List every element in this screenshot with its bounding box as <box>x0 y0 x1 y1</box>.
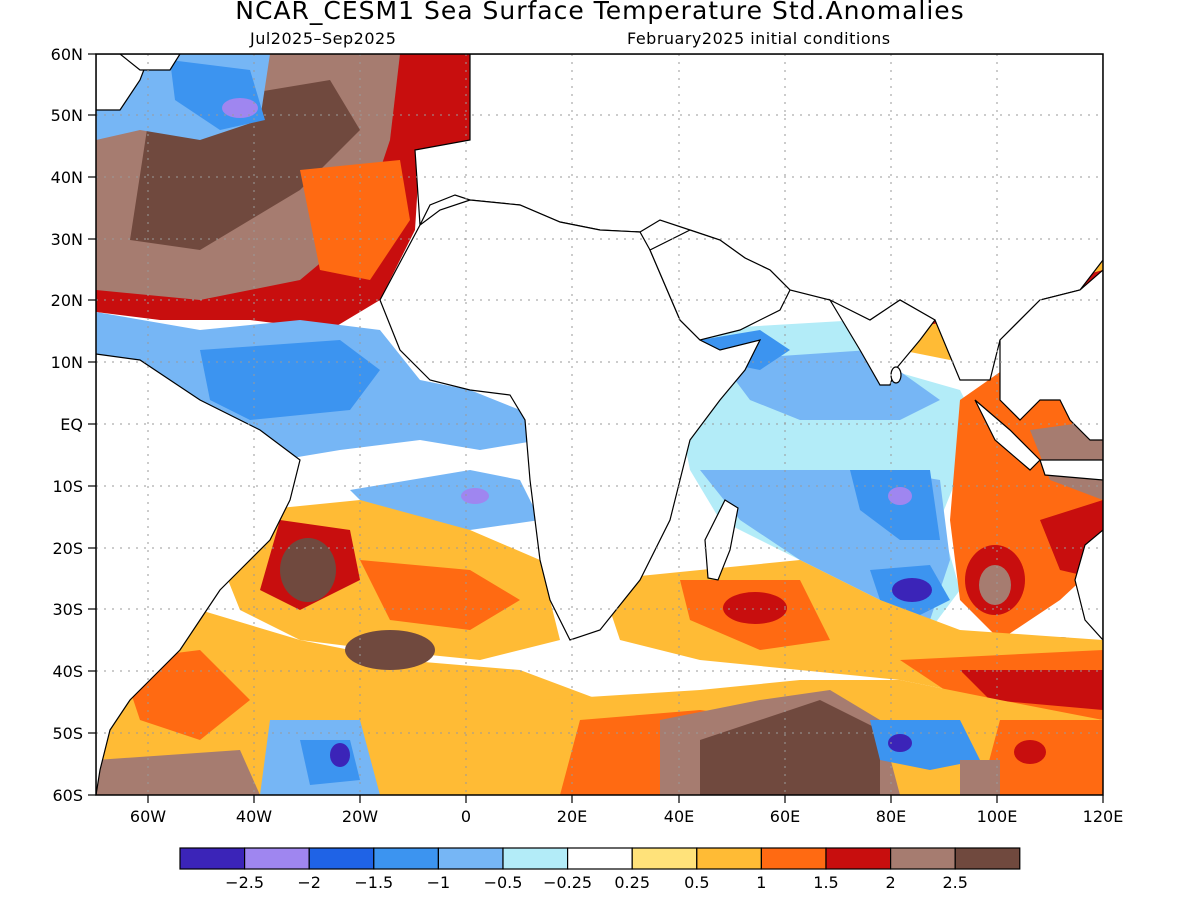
lat-label: 50S <box>52 724 83 743</box>
graticule <box>96 54 1103 795</box>
lat-label: 60N <box>51 45 83 64</box>
lat-label: EQ <box>60 415 83 434</box>
colorbar-swatch <box>502 847 569 870</box>
lon-label: 80E <box>876 807 906 826</box>
colorbar-label: 2.5 <box>942 873 967 892</box>
colorbar-label: −1 <box>427 873 451 892</box>
colorbar-swatch <box>308 847 375 870</box>
lat-label: 20N <box>51 291 83 310</box>
lon-label: 40W <box>236 807 272 826</box>
lat-label: 10S <box>52 477 83 496</box>
lon-label: 20E <box>557 807 587 826</box>
colorbar-swatch <box>566 847 633 870</box>
colorbar-swatch <box>631 847 698 870</box>
colorbar-label: −1.5 <box>354 873 393 892</box>
colorbar-label: 0.5 <box>684 873 709 892</box>
map-title: NCAR_CESM1 Sea Surface Temperature Std.A… <box>235 0 965 25</box>
colorbar-swatch <box>760 847 827 870</box>
colorbar-label: −2 <box>297 873 321 892</box>
lat-label: 10N <box>51 353 83 372</box>
colorbar-label: −0.5 <box>484 873 523 892</box>
colorbar-swatch <box>179 847 246 870</box>
colorbar-label: 1 <box>756 873 766 892</box>
lon-label: 120E <box>1083 807 1124 826</box>
colorbar-swatch <box>373 847 439 870</box>
lat-label: 20S <box>52 539 83 558</box>
lon-label: 0 <box>461 807 471 826</box>
colorbar-label: 0.25 <box>614 873 650 892</box>
season-label: Jul2025–Sep2025 <box>250 29 397 48</box>
colorbar-swatch <box>954 847 1021 870</box>
lat-label: 50N <box>51 106 83 125</box>
lon-label: 20W <box>342 807 378 826</box>
lat-label: 40N <box>51 168 83 187</box>
colorbar: −2.5 −2 −1.5 −1 −0.5 −0.25 0.25 0.5 1 1.5 2 2.5 <box>179 847 1021 892</box>
colorbar-swatch <box>825 847 892 870</box>
lat-labels: 60N 50N 40N 30N 20N 10N EQ 10S 20S 30S 4… <box>51 45 83 805</box>
lon-labels: 60W 40W 20W 0 20E 40E 60E 80E 100E 120E <box>130 807 1123 826</box>
lon-label: 100E <box>977 807 1018 826</box>
colorbar-swatch <box>696 847 762 870</box>
lon-label: 60E <box>770 807 800 826</box>
init-label: February2025 initial conditions <box>627 29 891 48</box>
lon-label: 60W <box>130 807 166 826</box>
colorbar-label: 1.5 <box>813 873 838 892</box>
colorbar-swatch <box>889 847 956 870</box>
lat-label: 30S <box>52 600 83 619</box>
lat-label: 30N <box>51 230 83 249</box>
lon-label: 40E <box>664 807 694 826</box>
colorbar-swatch <box>437 847 504 870</box>
colorbar-label: 2 <box>886 873 896 892</box>
colorbar-label: −0.25 <box>543 873 592 892</box>
colorbar-swatch <box>244 847 310 870</box>
lat-label: 40S <box>52 662 83 681</box>
tick-marks <box>88 53 1104 803</box>
land-mask <box>96 54 1103 795</box>
lat-label: 60S <box>52 786 83 805</box>
colorbar-label: −2.5 <box>225 873 264 892</box>
